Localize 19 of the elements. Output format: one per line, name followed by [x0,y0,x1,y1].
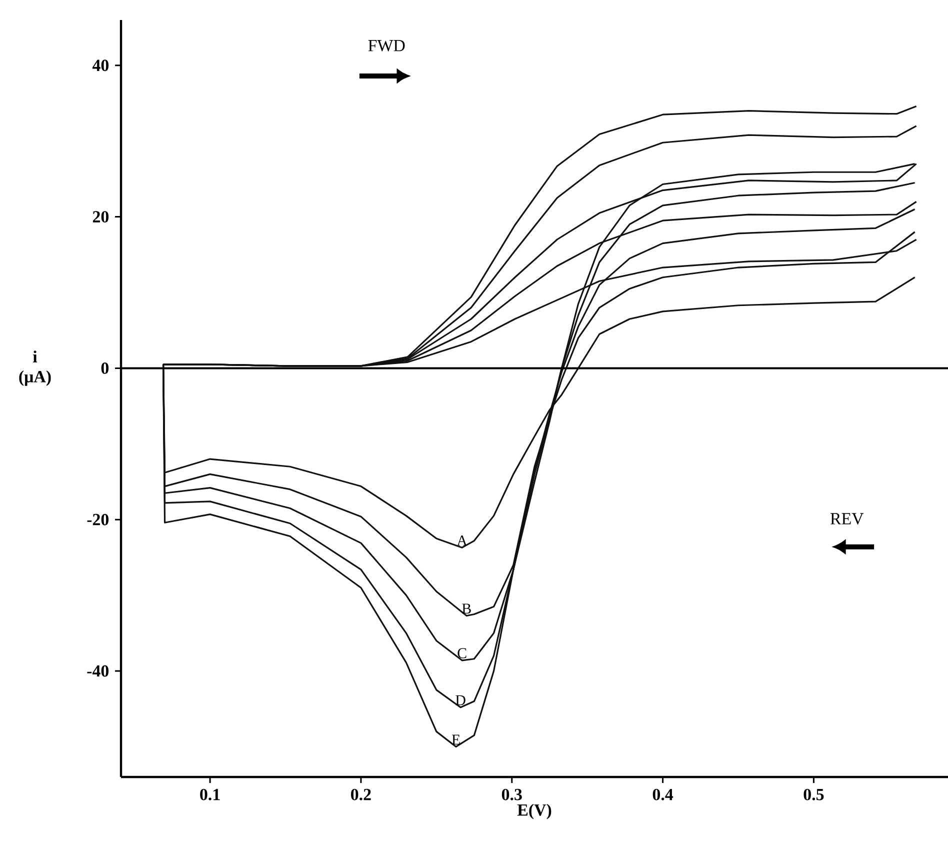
x-axis-title: E(V) [517,804,552,820]
y-tick-label: -40 [87,665,109,677]
annotation: REV [830,513,864,525]
series-label: A [456,536,468,546]
y-tick-label: 20 [92,211,109,223]
y-tick-label: -20 [87,514,109,526]
annotation: FWD [368,40,405,52]
y-tick-label: 40 [92,60,109,72]
y-axis-title: i (μA) [19,350,51,386]
series-label: D [456,695,466,706]
x-tick-label: 0.2 [351,788,371,800]
series-label: E [452,734,460,745]
y-tick-label: 0 [101,362,109,374]
x-tick-label: 0.1 [200,788,220,800]
series-label: C [458,648,466,658]
x-tick-label: 0.4 [652,788,674,800]
x-tick-label: 0.5 [804,788,824,800]
series-label: B [462,604,471,614]
x-tick-label: 0.3 [502,788,522,800]
